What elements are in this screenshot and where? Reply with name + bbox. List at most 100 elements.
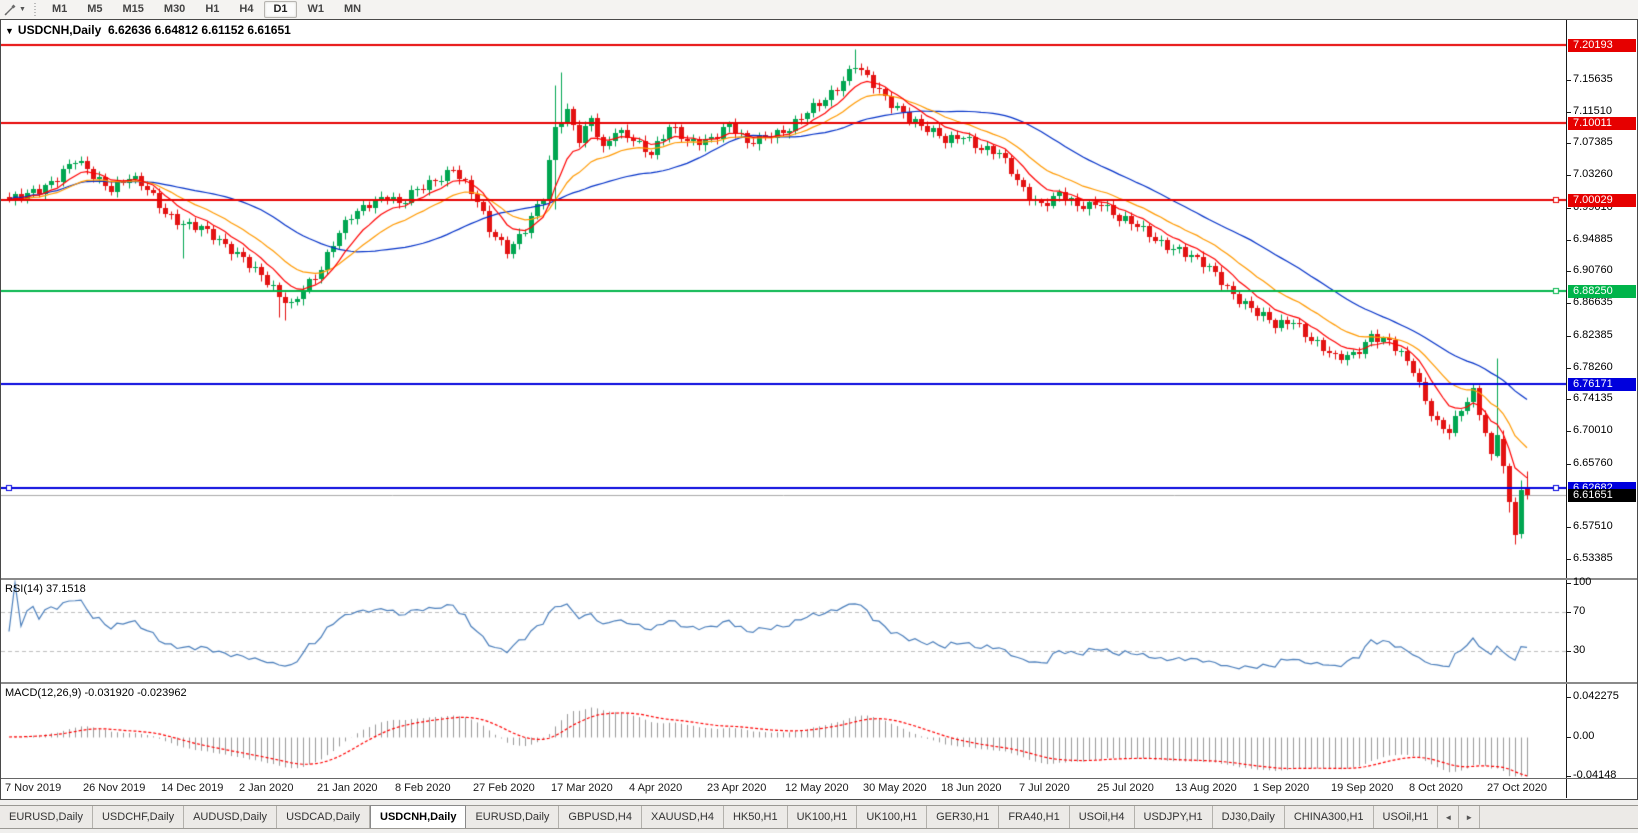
chart-tab-hk50-h1[interactable]: HK50,H1 <box>724 806 788 828</box>
price-scale[interactable]: 7.15635 7.11510 7.07385 7.03260 6.99010 6.948… <box>1566 20 1637 578</box>
tab-scroll-right-button[interactable]: ► <box>1459 806 1481 828</box>
date-axis-corner <box>1566 779 1637 798</box>
axis-tick <box>1567 368 1571 369</box>
rsi-plot[interactable]: RSI(14) 37.1518 <box>1 580 1566 682</box>
axis-tick <box>1567 559 1571 560</box>
chart-tab-usdjpy-h1[interactable]: USDJPY,H1 <box>1135 806 1213 828</box>
main-chart-canvas[interactable] <box>1 20 1566 578</box>
timeframe-button-d1[interactable]: D1 <box>264 1 297 18</box>
macd-name: MACD(12,26,9) <box>5 687 82 699</box>
date-label: 27 Oct 2020 <box>1487 782 1547 794</box>
chart-tab-usoil-h1[interactable]: USOil,H1 <box>1374 806 1439 828</box>
axis-tick-label: 6.82385 <box>1573 329 1613 341</box>
axis-tick <box>1567 303 1571 304</box>
draw-tool-button[interactable]: ▼ <box>3 3 26 17</box>
axis-tick-label: 6.94885 <box>1573 233 1613 245</box>
chart-tab-bar: EURUSD,Daily USDCHF,Daily AUDUSD,Daily USDC… <box>0 800 1638 833</box>
chart-tab-dj30-daily[interactable]: DJ30,Daily <box>1213 806 1285 828</box>
macd-values: -0.031920 -0.023962 <box>84 687 187 699</box>
axis-tick <box>1567 431 1571 432</box>
chart-tab-usdcnh-daily[interactable]: USDCNH,Daily <box>370 805 467 828</box>
axis-tick-label: -0.04148 <box>1573 769 1617 781</box>
axis-tick-label: 6.65760 <box>1573 457 1613 469</box>
price-level-badge: 6.76171 <box>1568 378 1636 391</box>
timeframe-button-m1[interactable]: M1 <box>51 3 68 15</box>
ohlc-values: 6.62636 6.64812 6.61152 6.61651 <box>107 23 291 37</box>
date-label: 19 Sep 2020 <box>1331 782 1394 794</box>
axis-tick <box>1567 651 1571 652</box>
date-label: 12 May 2020 <box>785 782 849 794</box>
axis-tick <box>1567 80 1571 81</box>
chart-collapse-icon[interactable]: ▼ <box>5 26 14 36</box>
chart-tab-audusd-daily[interactable]: AUDUSD,Daily <box>184 806 278 828</box>
date-label: 7 Nov 2019 <box>5 782 62 794</box>
macd-plot[interactable]: MACD(12,26,9) -0.031920 -0.023962 <box>1 684 1566 778</box>
chart-tab-ger30-h1[interactable]: GER30,H1 <box>927 806 1000 828</box>
chart-tab-eurusd-daily[interactable]: EURUSD,Daily <box>0 806 93 828</box>
axis-tick <box>1567 737 1571 738</box>
axis-tick-label: 0.042275 <box>1573 690 1619 702</box>
axis-tick <box>1567 271 1571 272</box>
timeframe-button-mn[interactable]: MN <box>344 3 362 15</box>
chart-tab-uk100-h1[interactable]: UK100,H1 <box>857 806 928 828</box>
date-axis[interactable]: 7 Nov 2019 26 Nov 2019 14 Dec 2019 2 Jan 20… <box>1 779 1637 798</box>
chart-tab-xauusd-h4[interactable]: XAUUSD,H4 <box>642 806 724 828</box>
rsi-scale[interactable]: 100 70 30 <box>1566 576 1637 682</box>
chart-tab-usoil-h4[interactable]: USOil,H4 <box>1070 806 1135 828</box>
tab-scroll-left-button[interactable]: ◄ <box>1438 806 1460 828</box>
axis-tick <box>1567 527 1571 528</box>
axis-tick-label: 7.07385 <box>1573 136 1613 148</box>
date-label: 8 Feb 2020 <box>395 782 451 794</box>
chart-tab-gbpusd-h4[interactable]: GBPUSD,H4 <box>559 806 642 828</box>
date-label: 14 Dec 2019 <box>161 782 224 794</box>
axis-tick <box>1567 612 1571 613</box>
axis-tick-label: 6.74135 <box>1573 392 1613 404</box>
price-level-badge: 7.00029 <box>1568 194 1636 207</box>
timeframe-button-h1[interactable]: H1 <box>205 3 220 15</box>
axis-tick <box>1567 175 1571 176</box>
chart-tab-fra40-h1[interactable]: FRA40,H1 <box>999 806 1070 828</box>
timeframe-button-w1[interactable]: W1 <box>307 3 325 15</box>
rsi-canvas[interactable] <box>1 580 1566 682</box>
axis-tick-label: 30 <box>1573 644 1586 656</box>
chart-tab-uk100-h1[interactable]: UK100,H1 <box>788 806 858 828</box>
chart-tab-china300-h1[interactable]: CHINA300,H1 <box>1285 806 1374 828</box>
date-label: 21 Jan 2020 <box>317 782 378 794</box>
axis-tick <box>1567 336 1571 337</box>
date-label: 18 Jun 2020 <box>941 782 1002 794</box>
macd-panel: MACD(12,26,9) -0.031920 -0.023962 0.0422… <box>1 684 1637 781</box>
price-level-badge: 7.10011 <box>1568 117 1636 130</box>
timeframe-button-h4[interactable]: H4 <box>239 3 254 15</box>
date-label: 30 May 2020 <box>863 782 927 794</box>
axis-tick-label: 6.78260 <box>1573 361 1613 373</box>
macd-canvas[interactable] <box>1 684 1566 778</box>
axis-tick-label: 6.53385 <box>1573 552 1613 564</box>
macd-scale[interactable]: 0.042275 0.00 -0.04148 <box>1566 684 1637 781</box>
date-label: 4 Apr 2020 <box>629 782 683 794</box>
timeframe-button-m5[interactable]: M5 <box>87 3 103 15</box>
price-panel: ▼ USDCNH,Daily 6.62636 6.64812 6.61152 6.… <box>1 20 1637 580</box>
timeframe-buttons: M1 M5 M15 M30 H1 H4 D1 W1 MN <box>42 1 371 18</box>
axis-tick <box>1567 697 1571 698</box>
macd-label: MACD(12,26,9) -0.031920 -0.023962 <box>5 687 187 699</box>
timeframe-button-m30[interactable]: M30 <box>163 3 186 15</box>
date-label: 17 Mar 2020 <box>551 782 613 794</box>
axis-tick-label: 100 <box>1573 576 1592 588</box>
date-label: 7 Jul 2020 <box>1019 782 1070 794</box>
price-plot[interactable]: ▼ USDCNH,Daily 6.62636 6.64812 6.61152 6.… <box>1 20 1566 578</box>
timeframe-button-m15[interactable]: M15 <box>122 3 144 15</box>
date-label: 1 Sep 2020 <box>1253 782 1310 794</box>
chart-tabs: EURUSD,Daily USDCHF,Daily AUDUSD,Daily USDC… <box>0 805 1638 829</box>
date-label: 23 Apr 2020 <box>707 782 767 794</box>
chart-tab-usdcad-daily[interactable]: USDCAD,Daily <box>277 806 371 828</box>
axis-tick <box>1567 399 1571 400</box>
axis-tick <box>1567 776 1571 777</box>
chart-tab-usdchf-daily[interactable]: USDCHF,Daily <box>93 806 185 828</box>
axis-tick-label: 6.90760 <box>1573 264 1613 276</box>
toolbar-grip[interactable] <box>33 2 36 17</box>
axis-tick-label: 7.11510 <box>1573 105 1612 117</box>
pencil-icon <box>4 4 16 15</box>
axis-tick <box>1567 143 1571 144</box>
current-price-badge: 6.61651 <box>1568 489 1636 502</box>
chart-tab-eurusd-daily[interactable]: EURUSD,Daily <box>466 806 560 828</box>
